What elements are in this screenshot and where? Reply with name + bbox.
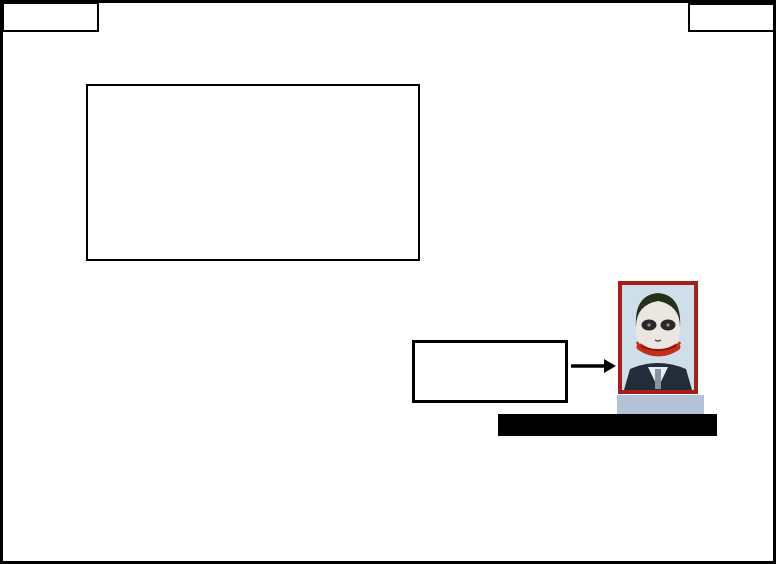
joker-poster-image bbox=[618, 281, 698, 394]
arrow-right-icon bbox=[571, 359, 616, 373]
legend-box bbox=[86, 84, 420, 261]
site-box bbox=[688, 3, 776, 32]
y-axis-title bbox=[13, 79, 31, 439]
joker-face-icon bbox=[622, 285, 694, 390]
date-box bbox=[2, 2, 99, 32]
credit-ribbon bbox=[498, 414, 717, 436]
poster-caption bbox=[617, 395, 704, 414]
note-box bbox=[412, 340, 568, 403]
